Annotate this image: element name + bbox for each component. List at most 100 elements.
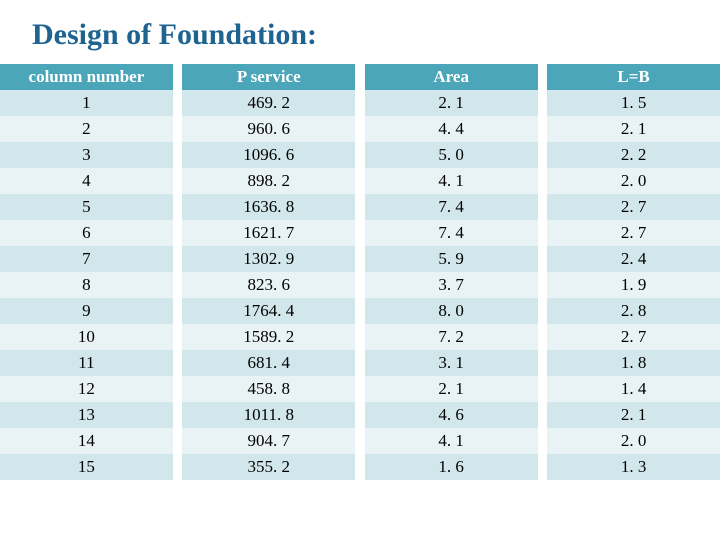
col-gap [173, 298, 183, 324]
col-gap [173, 220, 183, 246]
col-gap [538, 142, 548, 168]
table-row: 1469. 22. 11. 5 [0, 90, 720, 116]
table-cell: 12 [0, 376, 173, 402]
col-gap [355, 272, 365, 298]
table-cell: 8. 0 [365, 298, 538, 324]
col-gap [173, 454, 183, 480]
table-cell: 3. 1 [365, 350, 538, 376]
col-gap [355, 142, 365, 168]
table-row: 91764. 48. 02. 8 [0, 298, 720, 324]
col-gap [355, 376, 365, 402]
table-cell: 3. 7 [365, 272, 538, 298]
table-cell: 2. 0 [547, 428, 720, 454]
col-gap [538, 402, 548, 428]
table-cell: 823. 6 [182, 272, 355, 298]
table-row: 4 898. 2 4. 1 2. 0 [0, 168, 720, 194]
table-cell: 355. 2 [182, 454, 355, 480]
foundation-table-wrap: column number P service Area L=B 1 469. 2… [0, 64, 720, 480]
table-body: 1469. 22. 11. 52960. 64. 42. 131096. 65.… [0, 90, 720, 480]
table-cell: 8 [0, 272, 173, 298]
col-gap [538, 454, 548, 480]
table-cell: 1636. 8 [182, 194, 355, 220]
table-cell: 1. 4 [547, 376, 720, 402]
table-cell: 1589. 2 [182, 324, 355, 350]
col-gap [355, 246, 365, 272]
table-cell: 3 [0, 142, 173, 168]
table-cell: 1 [0, 90, 173, 116]
col-gap [538, 272, 548, 298]
col-header: P service [182, 64, 355, 90]
foundation-table: column number P service Area L=B 1 469. 2… [0, 64, 720, 480]
col-gap [538, 90, 548, 116]
col-gap [355, 324, 365, 350]
table-row: 71302. 95. 92. 4 [0, 246, 720, 272]
col-gap [538, 298, 548, 324]
col-gap [538, 64, 548, 90]
table-cell: 4. 1 [365, 428, 538, 454]
table-cell: 1764. 4 [182, 298, 355, 324]
table-cell: 1. 3 [547, 454, 720, 480]
col-gap [355, 194, 365, 220]
table-cell: 1011. 8 [182, 402, 355, 428]
table-cell: 469. 2 [182, 90, 355, 116]
table-cell: 11 [0, 350, 173, 376]
col-gap [173, 350, 183, 376]
table-row: 51636. 87. 42. 7 [0, 194, 720, 220]
table-row: 31096. 65. 02. 2 [0, 142, 720, 168]
table-cell: 5 [0, 194, 173, 220]
table-cell: 9 [0, 298, 173, 324]
col-gap [538, 324, 548, 350]
table-cell: 681. 4 [182, 350, 355, 376]
table-cell: 4. 1 [365, 168, 538, 194]
col-gap [355, 298, 365, 324]
table-cell: 2. 0 [547, 168, 720, 194]
table-cell: 904. 7 [182, 428, 355, 454]
col-gap [538, 220, 548, 246]
table-row: 8 823. 6 3. 7 1. 9 [0, 272, 720, 298]
table-cell: 2. 1 [365, 376, 538, 402]
table-cell: 2. 2 [547, 142, 720, 168]
col-gap [173, 272, 183, 298]
table-cell: 2. 7 [547, 194, 720, 220]
col-gap [538, 376, 548, 402]
table-row: 61621. 77. 42. 7 [0, 220, 720, 246]
col-gap [538, 194, 548, 220]
table-cell: 1302. 9 [182, 246, 355, 272]
table-cell: 2. 7 [547, 324, 720, 350]
table-cell: 7. 2 [365, 324, 538, 350]
table-cell: 2. 7 [547, 220, 720, 246]
page-title: Design of Foundation: [0, 0, 720, 64]
table-cell: 1. 9 [547, 272, 720, 298]
table-cell: 4 [0, 168, 173, 194]
table-cell: 1. 6 [365, 454, 538, 480]
col-gap [173, 168, 183, 194]
table-row: 13 1011. 8 4. 6 2. 1 [0, 402, 720, 428]
col-gap [355, 168, 365, 194]
col-gap [355, 350, 365, 376]
table-cell: 14 [0, 428, 173, 454]
col-gap [173, 402, 183, 428]
col-gap [173, 428, 183, 454]
table-cell: 1. 8 [547, 350, 720, 376]
table-cell: 898. 2 [182, 168, 355, 194]
table-cell: 15 [0, 454, 173, 480]
col-gap [538, 350, 548, 376]
table-cell: 2. 4 [547, 246, 720, 272]
table-cell: 2 [0, 116, 173, 142]
table-row: 101589. 27. 22. 7 [0, 324, 720, 350]
table-header-row: column number P service Area L=B [0, 64, 720, 90]
table-row: 15 355. 2 1. 6 1. 3 [0, 454, 720, 480]
table-cell: 2. 1 [365, 90, 538, 116]
table-row: 12458. 82. 11. 4 [0, 376, 720, 402]
table-cell: 5. 0 [365, 142, 538, 168]
col-gap [538, 246, 548, 272]
table-cell: 4. 6 [365, 402, 538, 428]
table-cell: 5. 9 [365, 246, 538, 272]
table-cell: 2. 1 [547, 402, 720, 428]
col-gap [173, 324, 183, 350]
col-gap [355, 402, 365, 428]
table-row: 2960. 64. 42. 1 [0, 116, 720, 142]
col-header: column number [0, 64, 173, 90]
col-gap [173, 90, 183, 116]
table-cell: 13 [0, 402, 173, 428]
